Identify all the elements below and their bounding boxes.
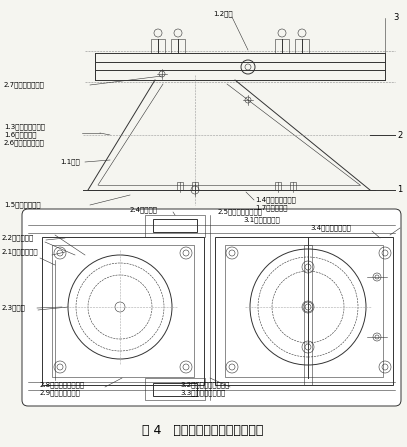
FancyBboxPatch shape [22, 209, 401, 406]
Bar [145, 378, 205, 400]
Text: 3.4上法兰固定螺杆: 3.4上法兰固定螺杆 [310, 225, 351, 231]
Text: 1.2轴承: 1.2轴承 [213, 11, 233, 17]
Text: 1: 1 [397, 186, 402, 194]
Bar [153, 219, 197, 232]
Text: 3.3上法兰安装板螺杆: 3.3上法兰安装板螺杆 [180, 390, 225, 396]
Bar [42, 237, 204, 385]
Text: 2.8下法兰压扣螺栓孔: 2.8下法兰压扣螺栓孔 [40, 382, 85, 388]
Bar [171, 39, 185, 53]
Text: 2.2下法兰压杆: 2.2下法兰压杆 [2, 235, 34, 241]
Bar [177, 182, 183, 190]
Bar [151, 39, 165, 53]
Text: 1.5机座调平螺杆: 1.5机座调平螺杆 [4, 202, 41, 208]
Bar [192, 182, 198, 190]
Bar [304, 245, 312, 385]
Bar [153, 383, 197, 396]
Bar [215, 237, 393, 385]
Text: 2.4轴承螺杆: 2.4轴承螺杆 [130, 207, 158, 213]
Text: 3: 3 [393, 13, 398, 22]
Text: 1.6水平定位销: 1.6水平定位销 [4, 132, 37, 138]
Bar [290, 182, 296, 190]
Text: 1.3第一水平定位孔: 1.3第一水平定位孔 [4, 124, 45, 131]
Text: 1.7垂直定位销: 1.7垂直定位销 [255, 205, 287, 211]
Text: 1.4第一垂直定位孔: 1.4第一垂直定位孔 [255, 197, 296, 203]
Text: 2.9下法兰夹紧螺杆: 2.9下法兰夹紧螺杆 [40, 390, 81, 396]
Bar [225, 245, 383, 377]
Text: 2: 2 [397, 131, 402, 139]
Bar [52, 245, 194, 377]
Bar [275, 182, 281, 190]
Text: 3.2上法兰安装板螺栓孔: 3.2上法兰安装板螺栓孔 [180, 382, 230, 388]
Text: 2.3检定孔: 2.3检定孔 [2, 305, 26, 311]
Text: 2.7第二垂直定位孔: 2.7第二垂直定位孔 [4, 82, 45, 89]
Text: 1.1机座: 1.1机座 [60, 159, 80, 165]
Bar [145, 215, 205, 237]
Text: 2.5上法兰位置调整槽: 2.5上法兰位置调整槽 [218, 209, 263, 215]
Text: 2.1下法兰定位槽: 2.1下法兰定位槽 [2, 249, 39, 255]
Bar [275, 39, 289, 53]
Bar [295, 39, 309, 53]
Text: 3.1上法兰定位槽: 3.1上法兰定位槽 [243, 217, 280, 224]
Text: 图 4   双法兰液位变送器检定装置: 图 4 双法兰液位变送器检定装置 [142, 423, 264, 437]
Text: 2.6第二水平定位孔: 2.6第二水平定位孔 [4, 140, 45, 146]
